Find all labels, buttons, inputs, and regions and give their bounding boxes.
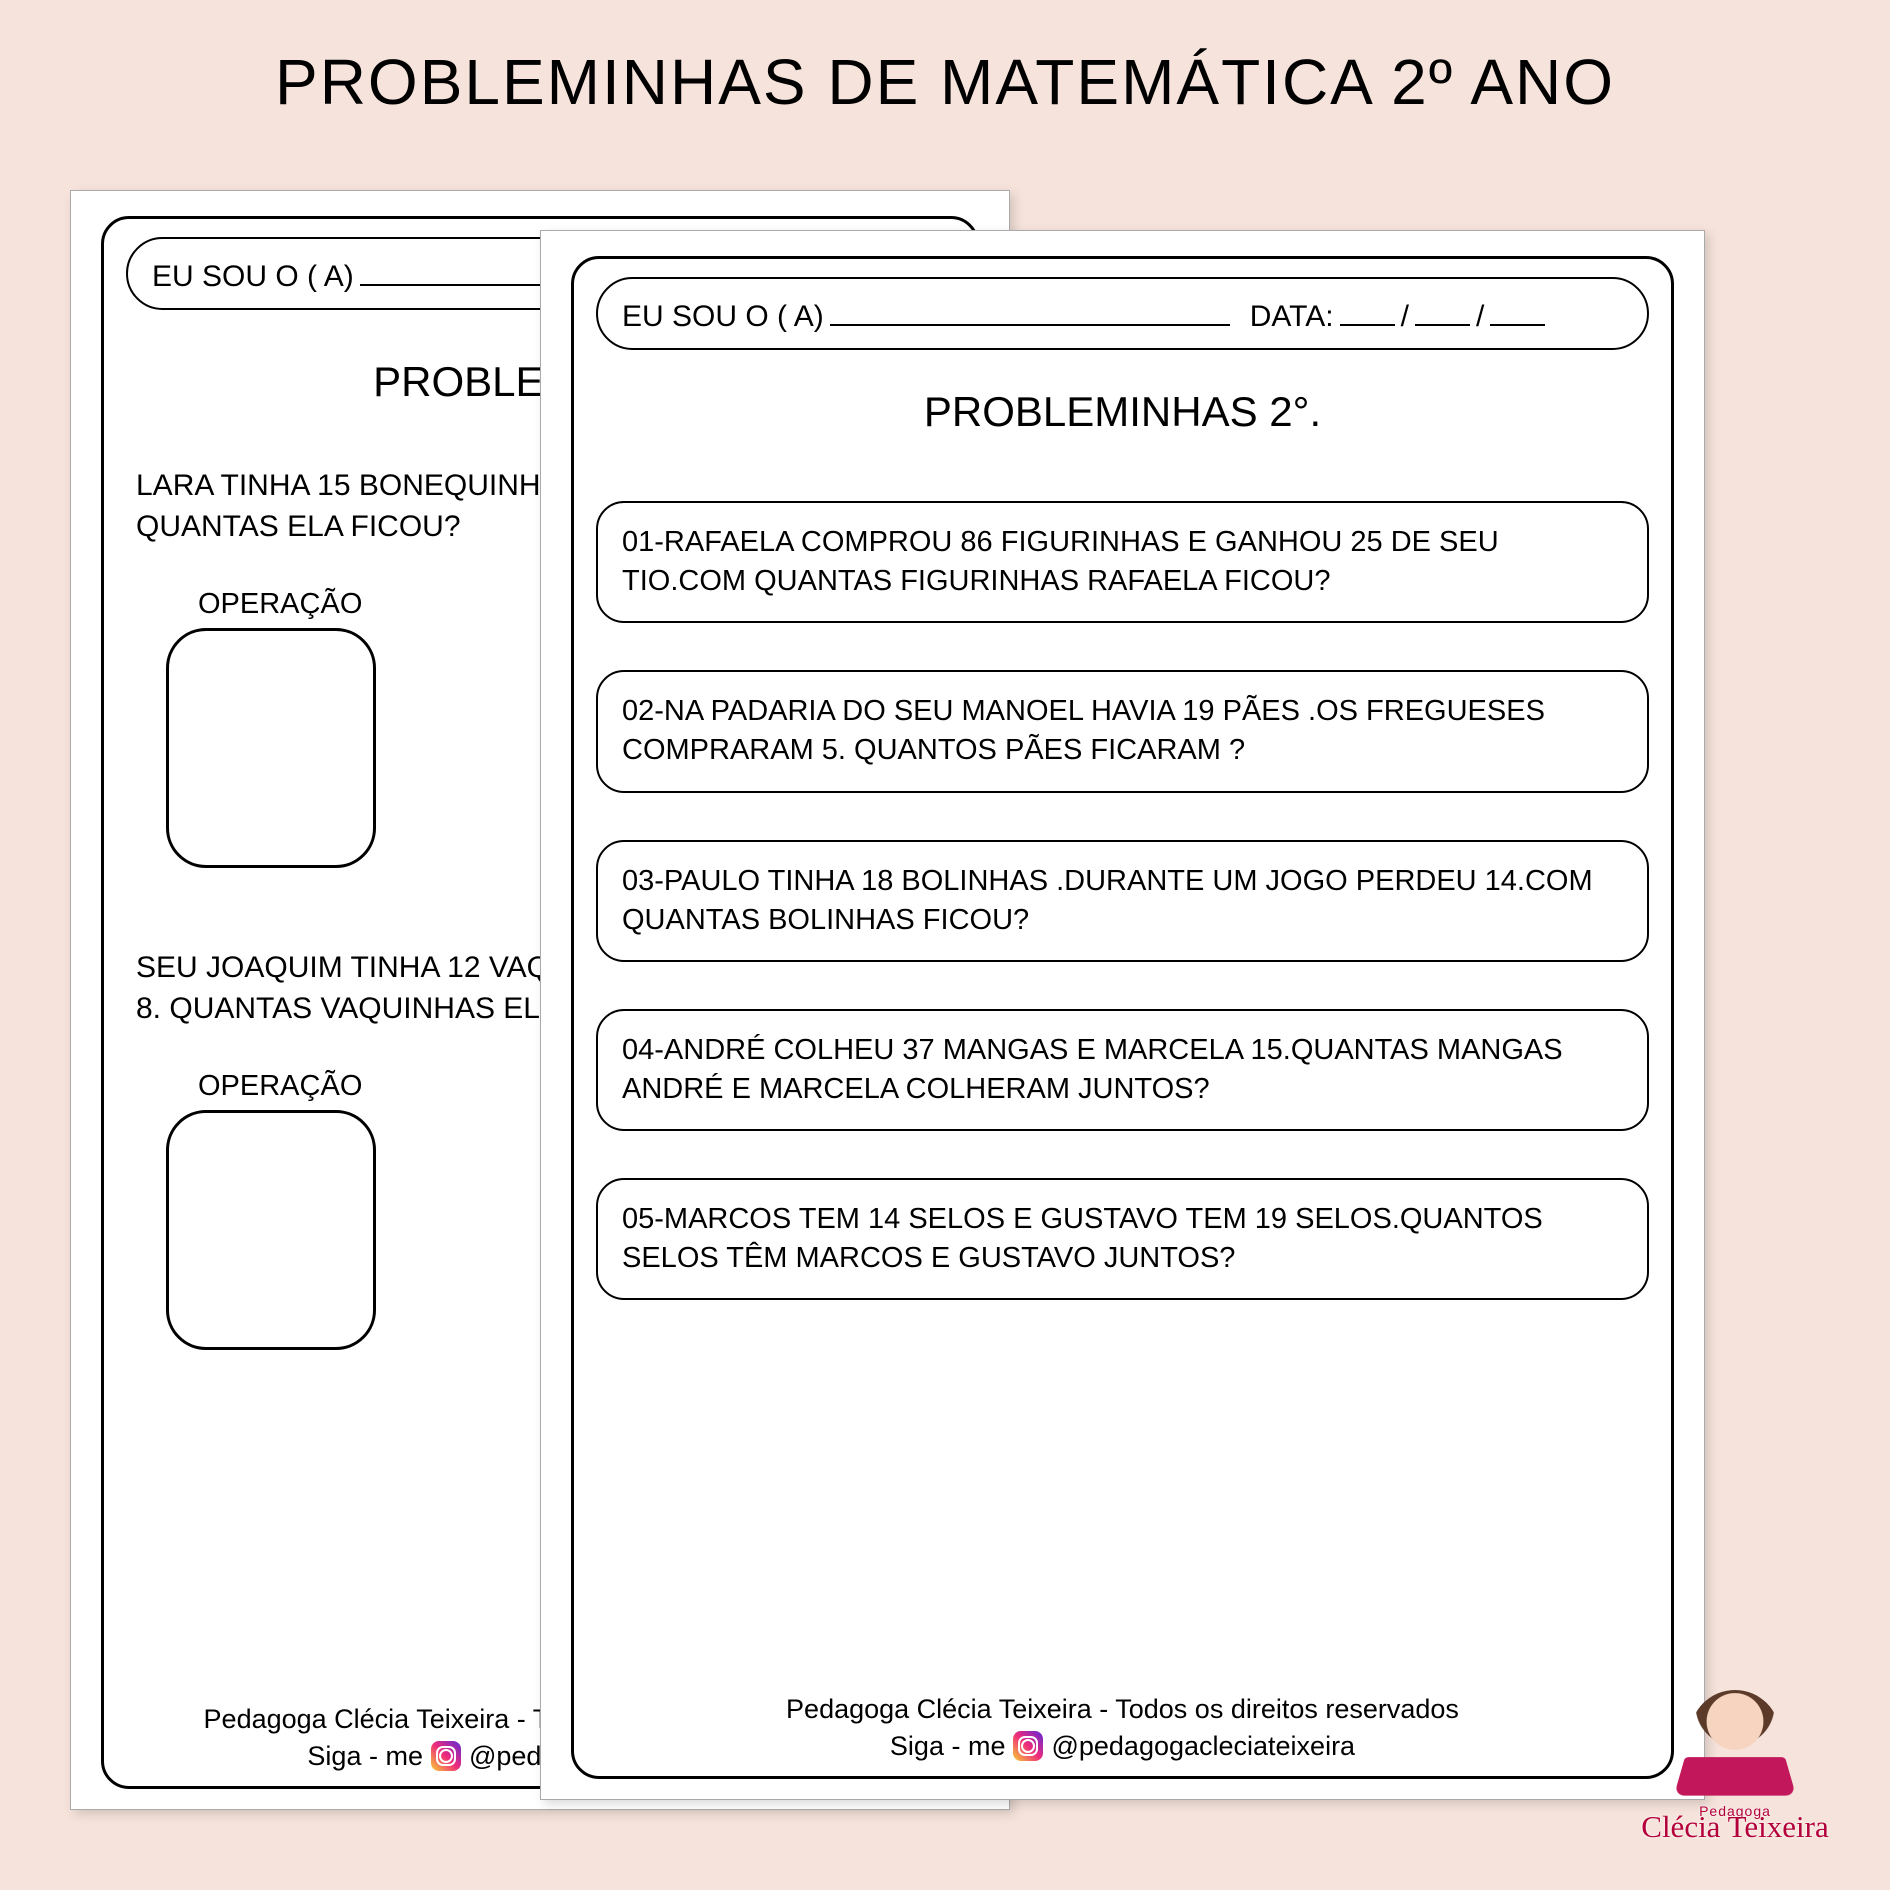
footer-line1: Pedagoga Clécia Teixeira - Todos os dire… [596, 1691, 1649, 1727]
date-month[interactable] [1415, 293, 1470, 326]
instagram-icon [431, 1741, 461, 1771]
instagram-icon [1013, 1731, 1043, 1761]
subtitle-front: PROBLEMINHAS 2°. [596, 388, 1649, 436]
footer-follow: Siga - me [890, 1728, 1006, 1764]
problem-list: 01-RAFAELA COMPROU 86 FIGURINHAS E GANHO… [596, 501, 1649, 1683]
author-logo: Pedagoga Clécia Teixeira [1640, 1690, 1830, 1840]
footer-line2: Siga - me @pedagogacleciateixeira [890, 1728, 1355, 1764]
problem-box: 01-RAFAELA COMPROU 86 FIGURINHAS E GANHO… [596, 501, 1649, 623]
worksheet-front: EU SOU O ( A) DATA: // PROBLEMINHAS 2°. … [540, 230, 1705, 1800]
name-header-front: EU SOU O ( A) DATA: // [596, 277, 1649, 350]
problem-box: 03-PAULO TINHA 18 BOLINHAS .DURANTE UM J… [596, 840, 1649, 962]
date-day[interactable] [1340, 293, 1395, 326]
logo-text: Pedagoga Clécia Teixeira [1640, 1806, 1830, 1840]
operation-box-1[interactable] [166, 628, 376, 868]
date-label: DATA: [1250, 300, 1334, 334]
operation-box-2[interactable] [166, 1110, 376, 1350]
name-blank[interactable] [830, 293, 1230, 326]
footer-follow: Siga - me [307, 1738, 423, 1774]
date-year[interactable] [1490, 293, 1545, 326]
page-title: PROBLEMINHAS DE MATEMÁTICA 2º ANO [0, 0, 1890, 119]
problem-box: 04-ANDRÉ COLHEU 37 MANGAS E MARCELA 15.Q… [596, 1009, 1649, 1131]
name-label: EU SOU O ( A) [152, 260, 354, 294]
worksheet-front-frame: EU SOU O ( A) DATA: // PROBLEMINHAS 2°. … [571, 256, 1674, 1779]
logo-name: Clécia Teixeira [1641, 1809, 1828, 1844]
name-label: EU SOU O ( A) [622, 300, 824, 334]
problem-box: 05-MARCOS TEM 14 SELOS E GUSTAVO TEM 19 … [596, 1178, 1649, 1300]
problem-box: 02-NA PADARIA DO SEU MANOEL HAVIA 19 PÃE… [596, 670, 1649, 792]
footer-front: Pedagoga Clécia Teixeira - Todos os dire… [596, 1683, 1649, 1764]
logo-book-icon [1674, 1757, 1796, 1796]
footer-handle: @pedagogacleciateixeira [1051, 1728, 1355, 1764]
